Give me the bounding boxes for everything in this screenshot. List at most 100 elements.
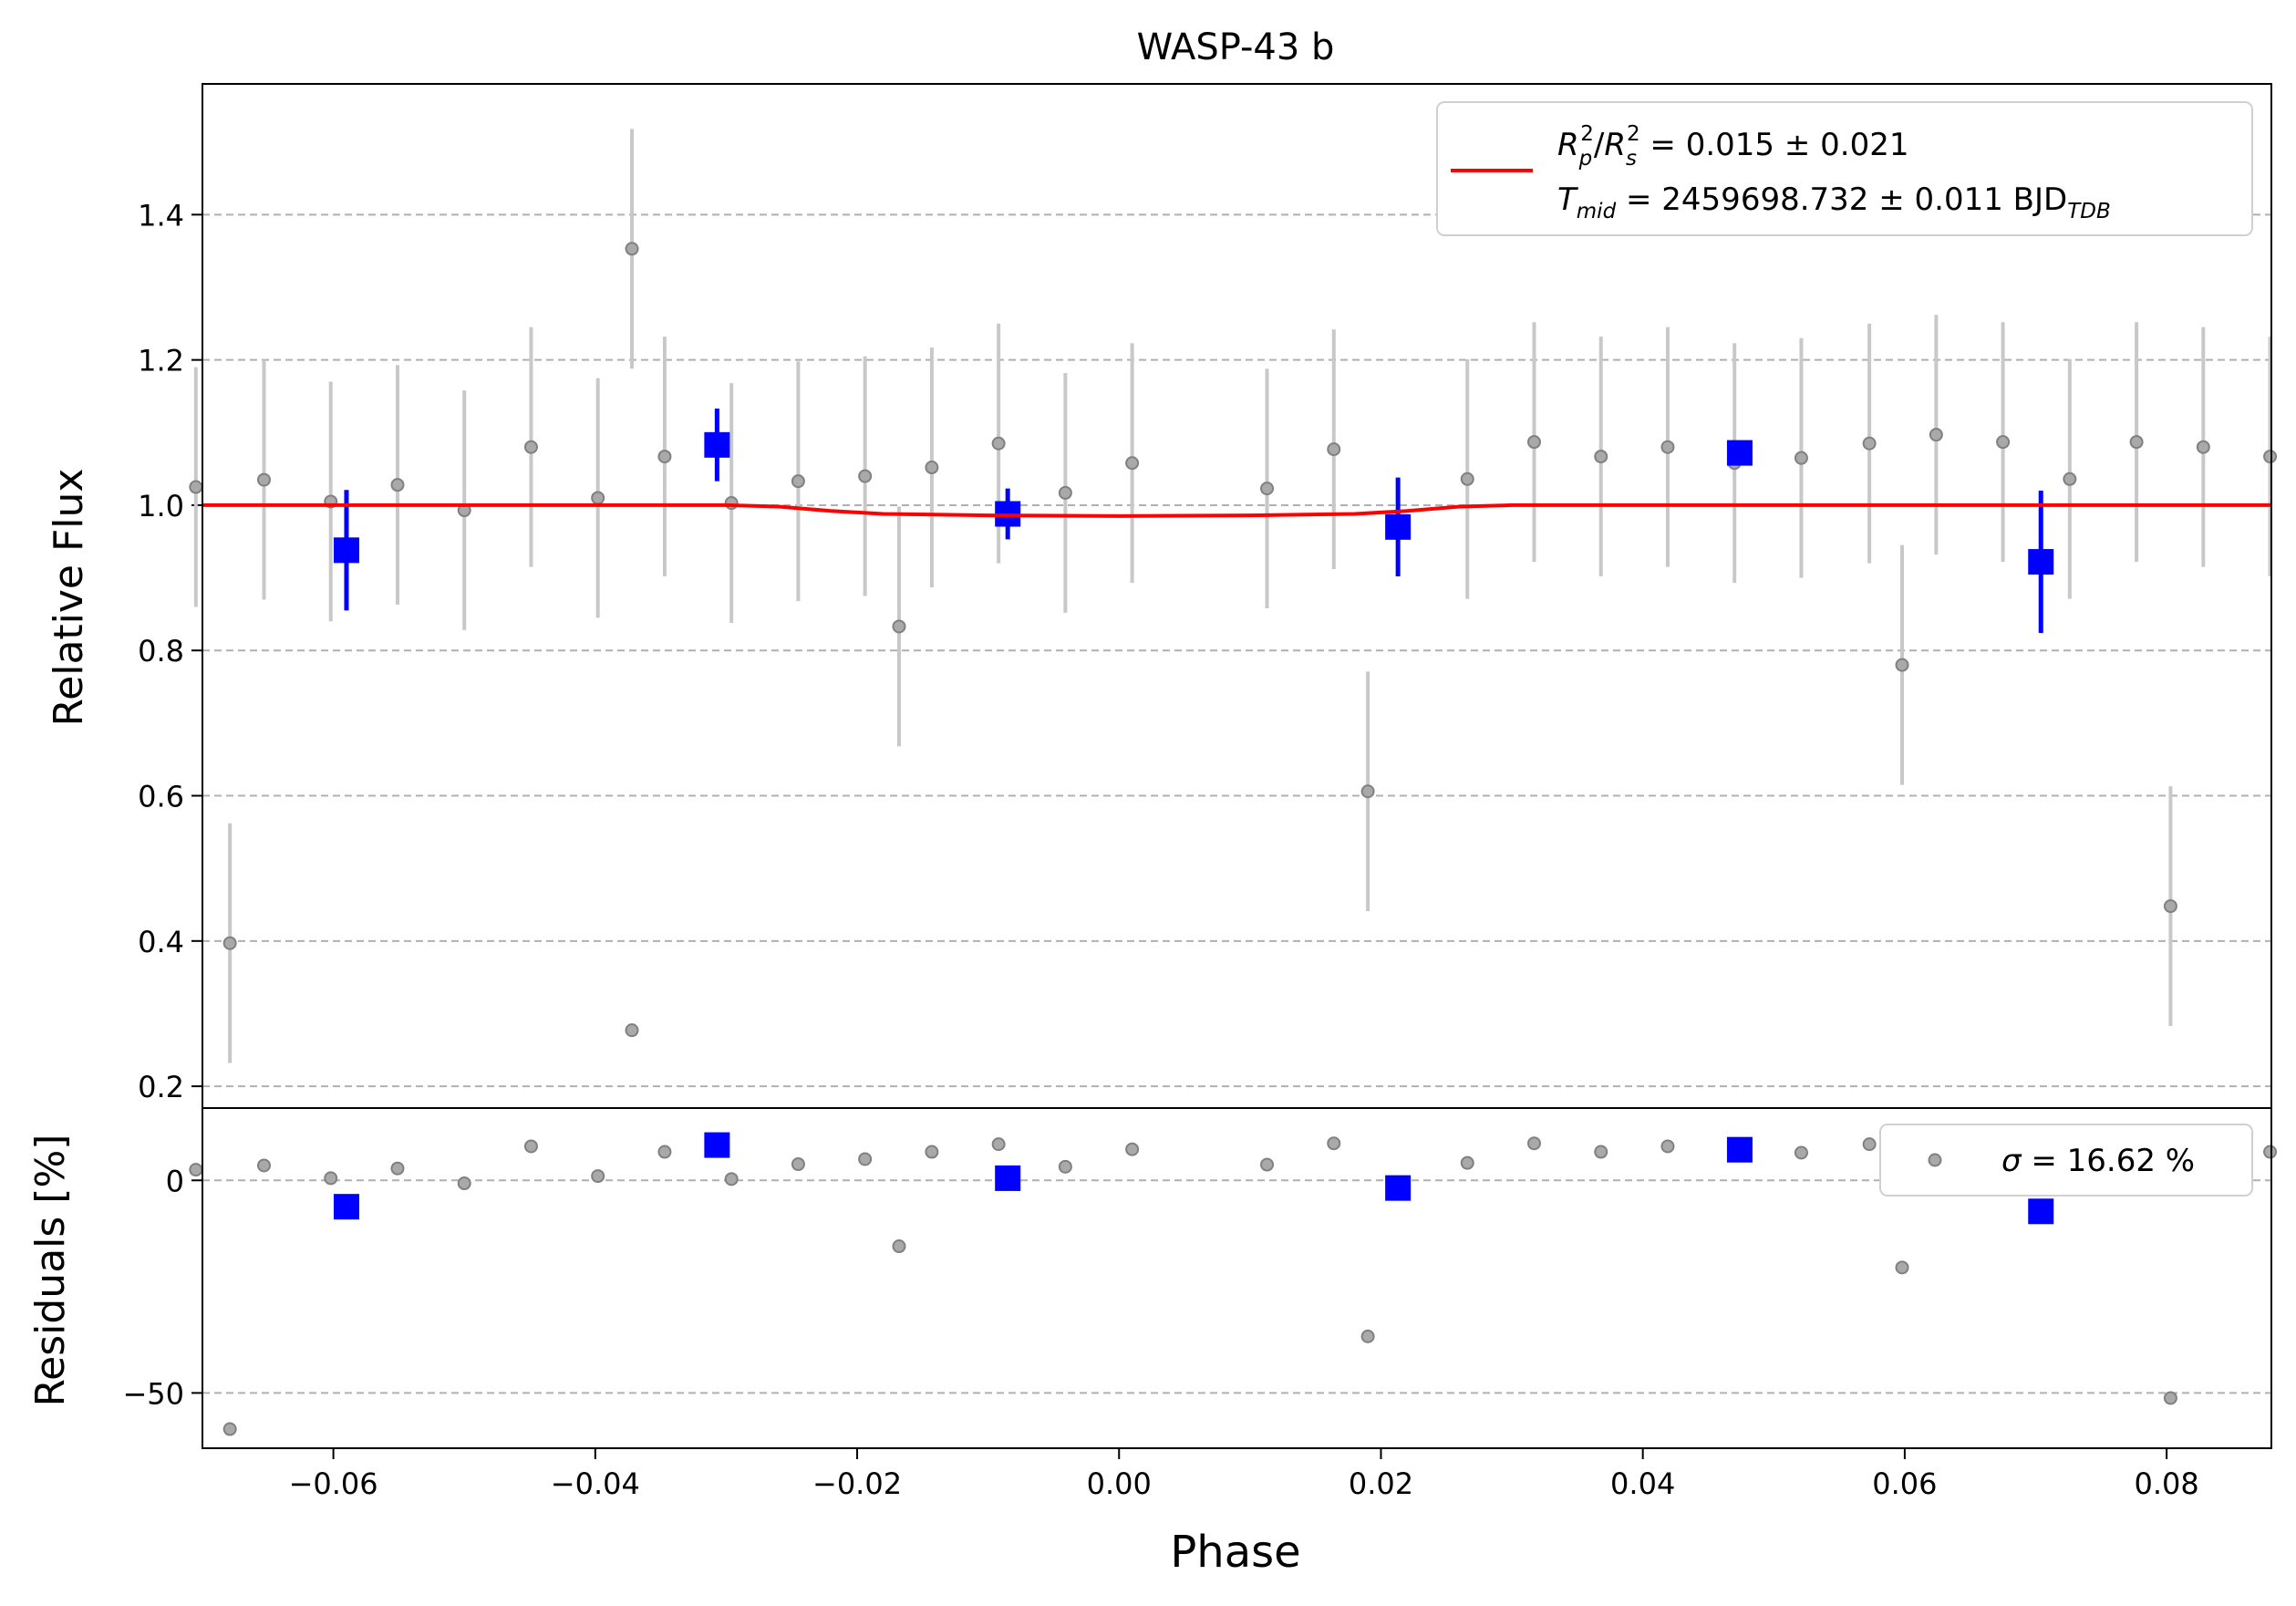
- bottom-panel-y-ticks: −50 0: [122, 1164, 202, 1411]
- raw-data-point: [1895, 658, 1909, 672]
- residual-binned-point: [1726, 1136, 1753, 1163]
- bottom-legend: σ = 16.62 %: [1879, 1124, 2253, 1197]
- raw-data-point: [390, 478, 405, 492]
- residual-raw-point: [724, 1172, 739, 1186]
- bottom-panel-gridlines: [202, 1179, 2271, 1394]
- residual-raw-point: [925, 1145, 939, 1159]
- binned-data-point: [1385, 513, 1412, 540]
- residual-binned-point: [2028, 1198, 2054, 1225]
- raw-data-point: [625, 242, 639, 256]
- x-tick-label: 0.08: [2134, 1466, 2198, 1501]
- top-panel-frame: [202, 83, 2272, 1109]
- x-axis-ticks: −0.06 −0.04 −0.02 0.00 0.02 0.04 0.06 0.08: [289, 1448, 2199, 1501]
- raw-data-point: [523, 440, 538, 454]
- residual-raw-point: [324, 1171, 338, 1186]
- bottom-y-tick-label: 0: [166, 1164, 184, 1198]
- x-tick-label: −0.02: [812, 1466, 902, 1501]
- bottom-y-axis-label: Residuals [%]: [27, 1135, 74, 1407]
- residual-raw-point: [858, 1152, 873, 1166]
- top-y-tick-label: 1.0: [138, 489, 184, 523]
- raw-data-point: [591, 491, 605, 505]
- x-tick-label: 0.06: [1872, 1466, 1937, 1501]
- residual-raw-point: [1526, 1136, 1541, 1151]
- top-y-tick-label: 0.6: [138, 780, 184, 814]
- residual-raw-point: [222, 1422, 237, 1436]
- residual-raw-point: [457, 1176, 471, 1191]
- raw-data-point: [657, 450, 672, 464]
- residual-raw-point: [2163, 1391, 2177, 1405]
- chart-title: WASP-43 b: [1137, 26, 1335, 68]
- top-y-axis-label: Relative Flux: [46, 469, 92, 727]
- bottom-legend-marker: [1928, 1153, 1942, 1167]
- binned-data-point: [2028, 549, 2054, 575]
- top-y-tick-label: 0.2: [138, 1070, 184, 1104]
- transit-model-line: [202, 503, 2271, 518]
- raw-data-point: [1125, 456, 1140, 471]
- x-tick-label: 0.02: [1349, 1466, 1413, 1501]
- raw-data-point: [256, 472, 271, 487]
- raw-data-point: [2196, 440, 2210, 454]
- raw-data-point: [1360, 784, 1375, 799]
- residual-raw-point: [991, 1137, 1006, 1152]
- binned-data-point: [333, 537, 359, 564]
- legend-sigma: σ = 16.62 %: [2001, 1143, 2195, 1179]
- bottom-legend-box: [1879, 1124, 2253, 1197]
- residual-raw-point: [591, 1169, 605, 1184]
- raw-data-point: [991, 436, 1006, 451]
- raw-data-point: [1594, 450, 1608, 464]
- residual-raw-point: [1895, 1260, 1909, 1275]
- raw-data-point: [189, 480, 203, 494]
- raw-data-point: [2129, 435, 2144, 450]
- x-tick-label: −0.06: [289, 1466, 378, 1501]
- top-panel-raw-points: [189, 129, 2278, 1063]
- raw-data-point: [925, 461, 939, 475]
- residual-raw-point: [1594, 1145, 1608, 1159]
- residual-raw-point: [892, 1239, 906, 1254]
- x-tick-label: 0.04: [1610, 1466, 1675, 1501]
- top-legend-box: [1436, 101, 2253, 236]
- legend-radius-ratio: Rp2/Rs2 = 0.015 ± 0.021: [1557, 122, 1908, 171]
- raw-data-point: [1794, 451, 1808, 465]
- binned-data-point: [1726, 440, 1753, 466]
- raw-data-point: [1526, 435, 1541, 450]
- top-y-tick-label: 0.8: [138, 634, 184, 668]
- raw-data-point: [1660, 440, 1675, 454]
- top-legend: Rp2/Rs2 = 0.015 ± 0.021 Tmid = 2459698.7…: [1436, 101, 2253, 236]
- raw-data-point: [1996, 435, 2011, 450]
- residual-binned-point: [333, 1194, 359, 1220]
- residual-raw-point: [189, 1163, 203, 1177]
- residual-raw-point: [256, 1158, 271, 1173]
- raw-data-point: [858, 469, 873, 483]
- residual-raw-point: [1660, 1139, 1675, 1154]
- top-y-tick-label: 1.4: [138, 198, 184, 233]
- top-panel-binned-points: [333, 409, 2054, 634]
- residual-raw-point: [791, 1157, 805, 1172]
- residual-binned-point: [704, 1132, 730, 1158]
- raw-data-point: [2063, 471, 2077, 486]
- top-y-tick-label: 0.4: [138, 925, 184, 959]
- residual-raw-point: [1125, 1142, 1140, 1156]
- residual-binned-point: [1385, 1175, 1412, 1201]
- residual-raw-point: [1058, 1159, 1072, 1174]
- raw-data-point: [1260, 482, 1275, 496]
- bottom-y-tick-label: −50: [122, 1376, 184, 1411]
- residual-raw-point: [1794, 1145, 1808, 1160]
- raw-data-point: [892, 619, 906, 634]
- raw-data-point: [1862, 436, 1877, 451]
- residual-raw-point: [1862, 1137, 1877, 1152]
- raw-data-point: [222, 936, 237, 950]
- residual-raw-point: [1260, 1157, 1275, 1172]
- residual-raw-point: [2263, 1145, 2278, 1159]
- top-panel-y-ticks: 0.2 0.4 0.6 0.8 1.0 1.2 1.4: [138, 198, 202, 1104]
- raw-data-point: [791, 474, 805, 489]
- residual-raw-point: [1327, 1136, 1341, 1151]
- residual-binned-point: [995, 1165, 1021, 1191]
- raw-data-point: [1929, 428, 1943, 442]
- bottom-panel-binned-points: [333, 1132, 2054, 1225]
- x-axis-label: Phase: [1170, 1527, 1300, 1578]
- raw-data-point: [2263, 450, 2278, 464]
- residual-raw-point: [657, 1145, 672, 1159]
- binned-data-point: [704, 431, 730, 458]
- raw-data-point: [1327, 442, 1341, 457]
